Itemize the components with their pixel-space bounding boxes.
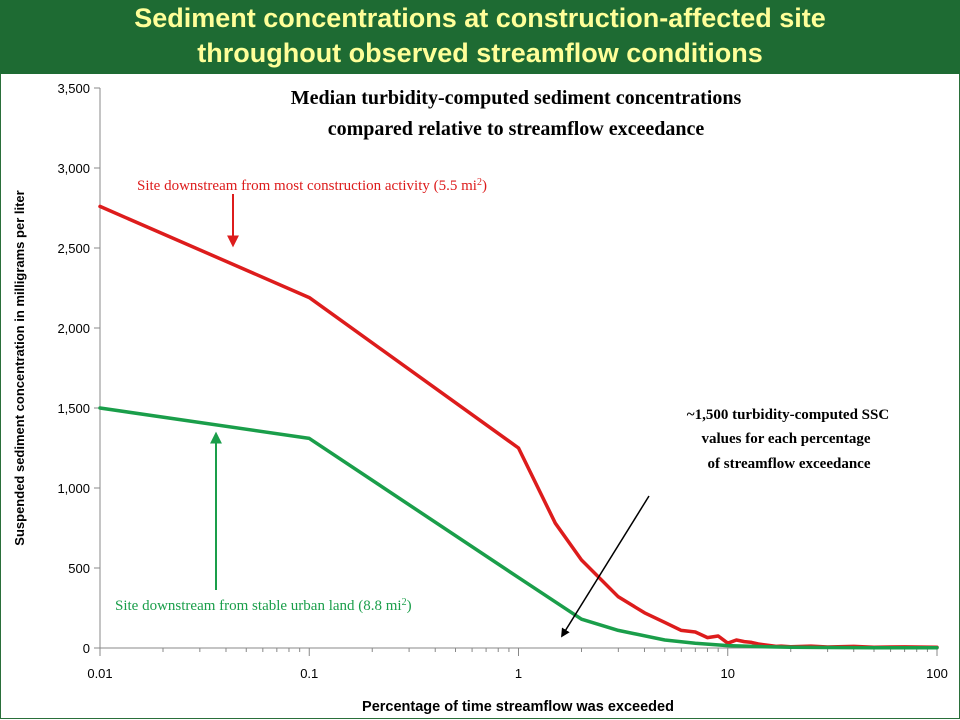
y-tick-label: 2,500: [57, 241, 90, 256]
construction-site-label-sup: 2: [477, 177, 482, 188]
y-tick-label: 0: [83, 641, 90, 656]
chart-title-line-2: compared relative to streamflow exceedan…: [328, 118, 705, 140]
banner-title-line-2: throughout observed streamflow condition…: [197, 38, 763, 68]
series-layer: [98, 204, 939, 650]
banner-title-line-1: Sediment concentrations at construction-…: [134, 3, 826, 33]
y-tick-label: 1,000: [57, 481, 90, 496]
construction-site-label: Site downstream from most construction a…: [137, 177, 487, 195]
y-tick-label: 3,500: [57, 81, 90, 96]
x-tick-label: 1: [515, 666, 522, 681]
series-line-urban: [98, 406, 939, 650]
title-banner: Sediment concentrations at construction-…: [0, 0, 960, 74]
urban-site-label-sup: 2: [402, 597, 407, 608]
x-tick-label: 0.01: [87, 666, 112, 681]
y-tick-label: 3,000: [57, 161, 90, 176]
x-tick-label: 0.1: [300, 666, 318, 681]
y-axis-ticks: 0 500 1,000 1,500 2,000 2,500 3,000 3,500: [57, 81, 100, 656]
y-tick-label: 1,500: [57, 401, 90, 416]
x-tick-label: 100: [926, 666, 948, 681]
construction-site-label-close: ): [482, 178, 487, 194]
ssc-note-line-2: values for each percentage: [702, 431, 871, 447]
ssc-note-line-3: of streamflow exceedance: [708, 456, 871, 472]
ssc-note-line-1: ~1,500 turbidity-computed SSC: [687, 407, 889, 423]
y-tick-label: 2,000: [57, 321, 90, 336]
chart-title-line-1: Median turbidity-computed sediment conce…: [291, 87, 742, 109]
urban-site-label: Site downstream from stable urban land (…: [115, 597, 412, 615]
x-tick-label: 10: [721, 666, 735, 681]
urban-site-label-text: Site downstream from stable urban land (…: [115, 598, 402, 614]
ssc-pointer-arrow: [561, 495, 650, 638]
y-axis-label: Suspended sediment concentration in mill…: [12, 190, 27, 545]
x-axis-label: Percentage of time streamflow was exceed…: [362, 699, 674, 715]
construction-site-label-text: Site downstream from most construction a…: [137, 178, 477, 194]
x-axis-ticks: 0.01 0.1 1 10 100: [87, 648, 948, 681]
urban-site-label-close: ): [407, 598, 412, 614]
y-tick-label: 500: [68, 561, 90, 576]
